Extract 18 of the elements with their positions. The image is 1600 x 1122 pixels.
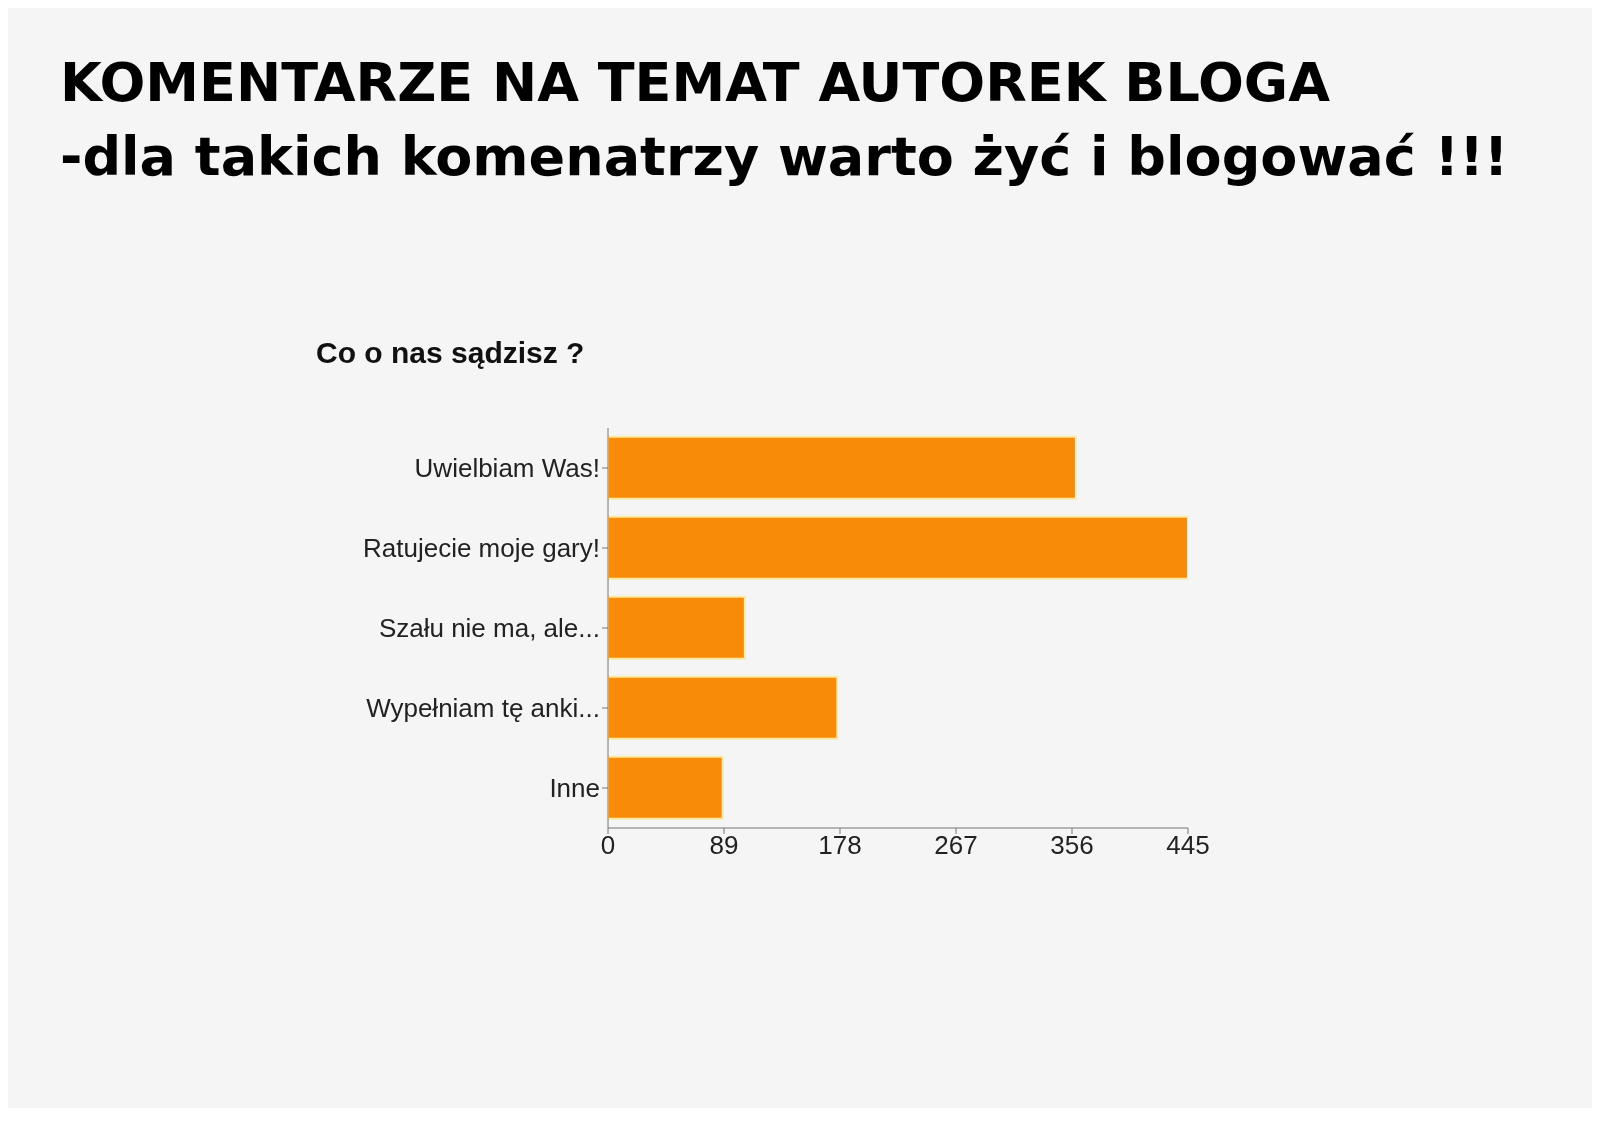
- chart-title: KOMENTARZE NA TEMAT AUTOREK BLOGA -dla takich komenatrzy warto żyć i blogować !!!: [60, 50, 1509, 190]
- y-tick-label: Wypełniam tę anki...: [366, 693, 600, 724]
- x-tick-label: 445: [1166, 830, 1210, 861]
- bar: [608, 595, 746, 660]
- y-tick-label: Uwielbiam Was!: [414, 453, 600, 484]
- bar: [608, 435, 1077, 500]
- bar: [608, 755, 724, 820]
- y-tick-label: Inne: [549, 773, 600, 804]
- x-tick-label: 356: [1050, 830, 1094, 861]
- bar: [608, 675, 839, 740]
- x-tick-label: 178: [818, 830, 862, 861]
- x-tick-label: 267: [934, 830, 978, 861]
- x-tick-label: 89: [709, 830, 739, 861]
- x-tick-label: 0: [600, 830, 616, 861]
- chart-subtitle: Co o nas sądzisz ?: [316, 336, 585, 370]
- y-tick-label: Szału nie ma, ale...: [378, 613, 600, 644]
- y-tick-label: Ratujecie moje gary!: [363, 533, 600, 564]
- bar: [608, 515, 1188, 580]
